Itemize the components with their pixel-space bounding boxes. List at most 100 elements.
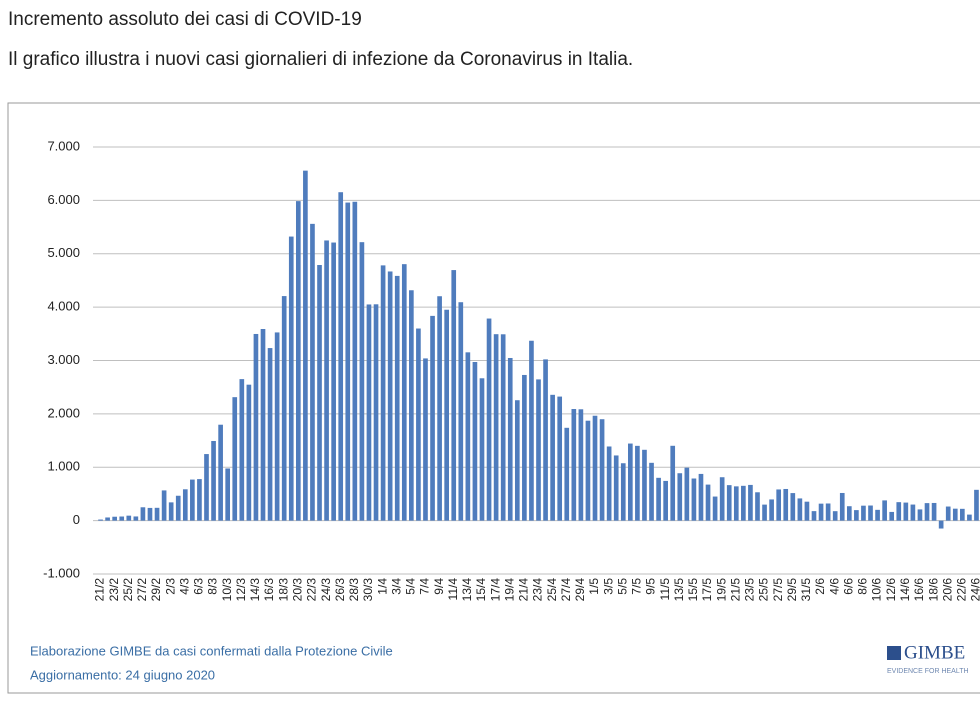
y-tick-label: -1.000 — [43, 565, 80, 580]
bar — [197, 479, 202, 521]
bar — [776, 489, 782, 521]
logo-tagline: EVIDENCE FOR HEALTH — [887, 668, 969, 675]
bar — [472, 361, 478, 521]
bar — [960, 508, 965, 521]
bar — [585, 420, 591, 521]
bar — [755, 492, 760, 521]
bar — [401, 264, 407, 521]
bar — [182, 489, 188, 521]
x-tick-label: 6/3 — [192, 578, 206, 595]
x-tick-label: 2/3 — [163, 578, 177, 595]
bar — [620, 463, 626, 521]
bar — [204, 454, 209, 521]
x-tick-label: 29/4 — [573, 578, 587, 602]
bar — [557, 396, 563, 521]
bar — [295, 201, 301, 521]
bar — [613, 455, 619, 521]
bar — [705, 484, 711, 521]
bar — [868, 505, 873, 521]
bar — [500, 334, 506, 521]
x-tick-label: 13/5 — [672, 578, 686, 602]
bar — [529, 340, 534, 521]
bar — [338, 192, 344, 521]
x-tick-label: 20/3 — [290, 578, 304, 602]
bar — [416, 328, 421, 521]
x-tick-label: 14/3 — [248, 578, 262, 602]
bar — [225, 468, 231, 521]
bar — [260, 329, 266, 521]
x-tick-label: 16/3 — [262, 578, 276, 602]
x-tick-label: 13/4 — [460, 578, 474, 602]
logo-icon — [887, 646, 901, 660]
bar — [345, 202, 351, 521]
bar — [430, 315, 435, 521]
x-tick-label: 23/2 — [107, 578, 121, 602]
bar — [394, 275, 400, 521]
bar — [967, 514, 972, 521]
x-tick-label: 17/5 — [700, 578, 714, 602]
bar — [762, 504, 767, 521]
bar — [211, 440, 216, 521]
bar — [310, 223, 315, 521]
y-tick-label: 1.000 — [47, 459, 80, 474]
chart-subtitle: Il grafico illustra i nuovi casi giornal… — [8, 49, 633, 70]
x-tick-label: 30/3 — [361, 578, 375, 602]
bar — [126, 515, 132, 521]
bar — [98, 519, 103, 521]
x-tick-label: 29/2 — [149, 578, 163, 602]
bar — [437, 296, 442, 521]
bar — [571, 409, 577, 521]
bar — [938, 520, 944, 529]
bar — [769, 499, 774, 521]
bar — [486, 318, 492, 521]
bar — [748, 484, 753, 521]
logo: GIMBE — [904, 642, 965, 663]
x-tick-label: 27/5 — [771, 578, 785, 602]
bar — [741, 485, 746, 521]
bar — [903, 502, 909, 521]
bar — [875, 509, 880, 521]
x-tick-label: 27/4 — [559, 578, 573, 602]
bar — [112, 516, 117, 521]
bar — [161, 490, 167, 521]
bar — [246, 384, 252, 521]
x-tick-label: 21/4 — [517, 578, 531, 602]
bar — [635, 445, 640, 521]
bar — [592, 415, 598, 521]
bar — [846, 506, 852, 521]
bar — [303, 170, 308, 521]
x-tick-label: 3/5 — [601, 578, 615, 595]
bar — [712, 496, 718, 521]
bar — [832, 511, 838, 521]
bar — [324, 240, 329, 521]
x-tick-label: 9/4 — [432, 578, 446, 595]
x-tick-label: 1/4 — [375, 578, 389, 595]
bar — [253, 333, 259, 521]
x-tick-label: 19/4 — [502, 578, 516, 602]
bar — [140, 507, 146, 521]
bar — [451, 270, 457, 521]
x-tick-label: 8/3 — [206, 578, 220, 595]
x-tick-label: 29/5 — [785, 578, 799, 602]
bar — [536, 379, 541, 521]
bar — [811, 511, 817, 521]
update-note: Aggiornamento: 24 giugno 2020 — [30, 667, 215, 682]
x-tick-label: 10/6 — [870, 578, 884, 602]
bar — [550, 394, 555, 521]
bar — [168, 502, 174, 521]
bar — [663, 480, 668, 521]
bar — [373, 304, 379, 521]
x-tick-label: 4/6 — [827, 578, 841, 595]
x-tick-label: 9/5 — [644, 578, 658, 595]
bar — [677, 473, 683, 521]
x-tick-label: 18/6 — [926, 578, 940, 602]
bar — [642, 449, 647, 521]
x-tick-label: 6/6 — [841, 578, 855, 595]
x-tick-label: 4/3 — [177, 578, 191, 595]
x-tick-label: 3/4 — [389, 578, 403, 595]
bar — [366, 304, 372, 521]
bar — [790, 493, 796, 521]
x-tick-label: 26/3 — [333, 578, 347, 602]
bar — [931, 502, 937, 521]
